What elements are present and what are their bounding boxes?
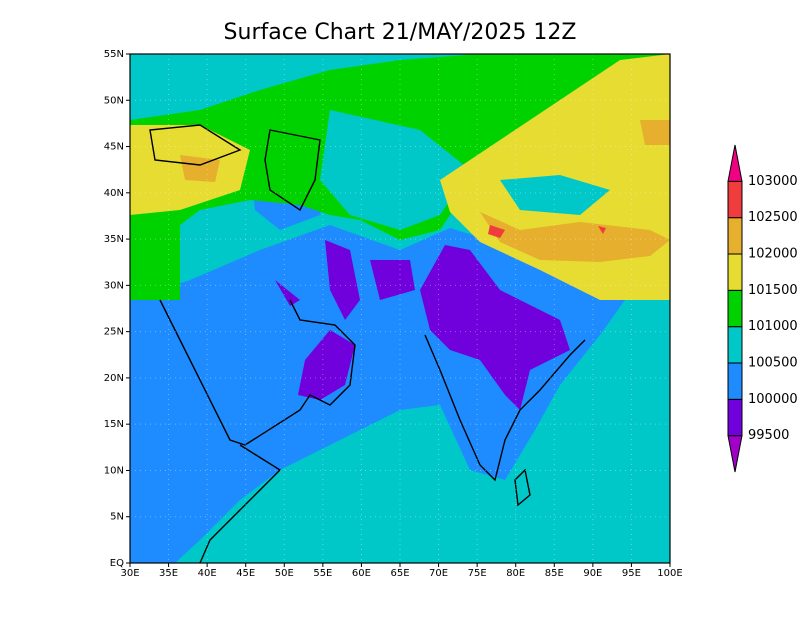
x-tick-label: 40E [198, 568, 217, 579]
trough [420, 245, 570, 410]
y-tick-label: 15N [104, 419, 124, 430]
y-tick-label: 35N [104, 234, 124, 245]
peak-patch [598, 226, 606, 234]
basin [500, 175, 610, 215]
x-tick-label: 55E [313, 568, 332, 579]
x-tick-label: 95E [622, 568, 641, 579]
y-tick-label: 40N [104, 188, 124, 199]
colorbar-label: 100500 [748, 356, 798, 371]
colorbar-segment [727, 253, 743, 291]
y-tick-label: 20N [104, 373, 124, 384]
colorbar-label: 103000 [748, 174, 798, 189]
x-tick-label: 50E [275, 568, 294, 579]
trough [370, 260, 415, 300]
coastline [424, 334, 586, 482]
map [130, 54, 670, 563]
y-tick-label: 50N [104, 95, 124, 106]
colorbar-segment [727, 326, 743, 364]
colorbar-label: 102000 [748, 247, 798, 262]
colorbar: 99500 100000 100500 101000 101500 102000 10250… [727, 144, 798, 473]
y-tick-label: 10N [104, 465, 124, 476]
y-tick-label: 25N [104, 327, 124, 338]
x-tick-label: 80E [506, 568, 525, 579]
y-tick-label: 45N [104, 142, 124, 153]
x-tick-label: 70E [429, 568, 448, 579]
x-tick-label: 90E [583, 568, 602, 579]
central-asia [320, 110, 470, 230]
coastline [199, 444, 282, 563]
peak-patch [488, 225, 505, 238]
x-tick-label: 100E [657, 568, 682, 579]
colorbar-segment [727, 289, 743, 328]
y-tick-label: 55N [104, 49, 124, 60]
coastline [149, 124, 242, 166]
colorbar-segment [727, 180, 743, 219]
x-tick-label: 65E [390, 568, 409, 579]
y-tick-label: 30N [104, 280, 124, 291]
x-tick-label: 30E [120, 568, 139, 579]
colorbar-label: 100000 [748, 392, 798, 407]
coastline [159, 299, 356, 446]
colorbar-below [727, 435, 743, 473]
y-tick-label: 5N [110, 512, 124, 523]
colorbar-segment [727, 398, 743, 437]
x-tick-label: 75E [468, 568, 487, 579]
coastline [264, 129, 321, 212]
colorbar-label: 99500 [748, 428, 789, 443]
colorbar-label: 101000 [748, 319, 798, 334]
x-tick-label: 45E [236, 568, 255, 579]
colorbar-above [727, 144, 743, 182]
x-tick-label: 85E [545, 568, 564, 579]
chart-title: Surface Chart 21/MAY/2025 12Z [224, 20, 577, 45]
high-patch [480, 212, 670, 262]
colorbar-segment [727, 217, 743, 255]
y-tick-label: EQ [110, 558, 124, 569]
x-tick-label: 60E [352, 568, 371, 579]
colorbar-segment [727, 362, 743, 400]
colorbar-label: 102500 [748, 210, 798, 225]
colorbar-label: 101500 [748, 283, 798, 298]
x-tick-label: 35E [159, 568, 178, 579]
trough [298, 330, 355, 400]
trough [325, 240, 360, 320]
high-patch [640, 120, 670, 145]
trough [275, 280, 300, 306]
coastline [514, 468, 531, 507]
